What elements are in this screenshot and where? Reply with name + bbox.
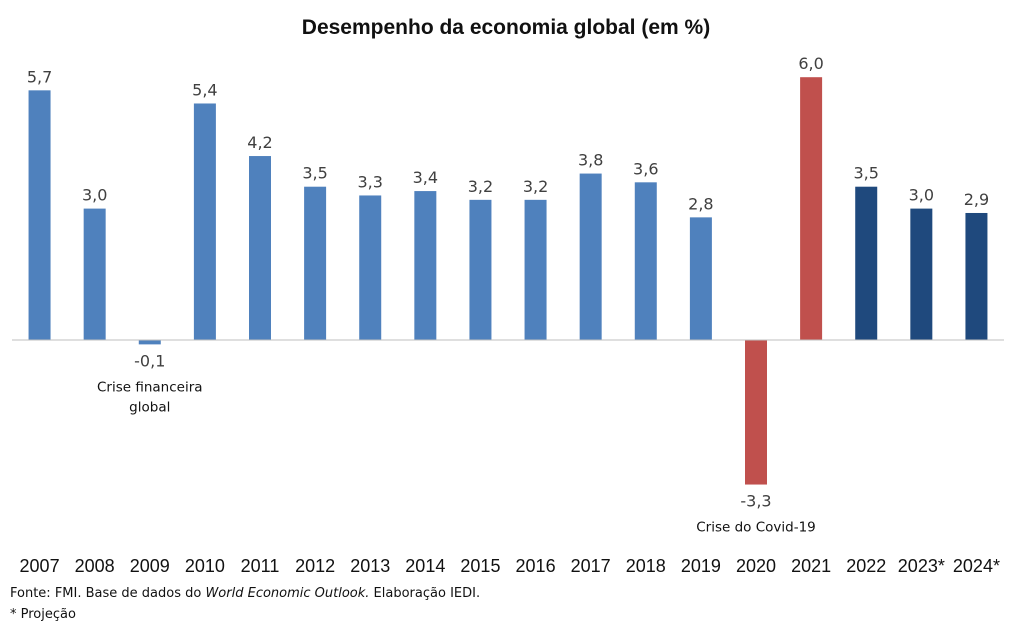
source-prefix: Fonte: FMI. Base de dados do — [10, 586, 206, 601]
bar-2014 — [414, 191, 437, 340]
value-label-2013: 3,3 — [357, 172, 382, 191]
value-label-2007: 5,7 — [27, 67, 52, 86]
tick-label-2011: 2011 — [241, 556, 280, 576]
bar-2008 — [83, 208, 106, 340]
tick-label-2009: 2009 — [130, 556, 170, 576]
source-italic: World Economic Outlook. — [205, 586, 370, 601]
tick-label-2021: 2021 — [791, 556, 831, 576]
bar-2010 — [193, 103, 216, 340]
value-label-2012: 3,5 — [302, 164, 327, 183]
bar-2013 — [359, 195, 382, 340]
bar-2009 — [138, 340, 161, 345]
value-label-2011: 4,2 — [247, 133, 272, 152]
tick-label-2019: 2019 — [681, 556, 721, 576]
annotation-2020-line-0: Crise do Covid-19 — [696, 520, 816, 536]
tick-label-2016: 2016 — [516, 556, 556, 576]
bar-2012 — [304, 186, 327, 340]
tick-label-2023-proj: 2023* — [898, 556, 945, 576]
bar-2018 — [634, 182, 657, 340]
bar-2011 — [249, 156, 271, 340]
bar-2021 — [800, 77, 823, 340]
tick-label-2013: 2013 — [350, 556, 390, 576]
value-label-2014: 3,4 — [413, 168, 438, 187]
bar-2017 — [579, 173, 602, 340]
value-label-2017: 3,8 — [578, 151, 603, 170]
tick-label-2017: 2017 — [571, 556, 611, 576]
tick-label-2015: 2015 — [460, 556, 500, 576]
tick-label-2007: 2007 — [20, 556, 60, 576]
value-label-2016: 3,2 — [523, 177, 548, 196]
value-label-2018: 3,6 — [633, 159, 658, 178]
value-label-2023-proj: 3,0 — [909, 186, 934, 205]
value-label-2020: -3,3 — [740, 492, 771, 511]
tick-label-2008: 2008 — [75, 556, 115, 576]
bar-2024-proj — [965, 212, 988, 340]
annotation-2009-line-0: Crise financeira — [97, 379, 203, 395]
value-label-2024-proj: 2,9 — [964, 190, 989, 209]
tick-label-2010: 2010 — [185, 556, 225, 576]
tick-label-2020: 2020 — [736, 556, 776, 576]
value-label-2009: -0,1 — [134, 351, 165, 370]
value-label-2022: 3,5 — [853, 164, 878, 183]
tick-label-2022: 2022 — [846, 556, 886, 576]
value-label-2008: 3,0 — [82, 186, 107, 205]
bar-2019 — [689, 217, 712, 340]
source-suffix: Elaboração IEDI. — [369, 586, 481, 601]
value-label-2021: 6,0 — [798, 54, 823, 73]
bar-2022 — [855, 186, 878, 340]
tick-label-2018: 2018 — [626, 556, 666, 576]
bar-2015 — [469, 199, 492, 340]
bar-2016 — [524, 199, 547, 340]
value-label-2010: 5,4 — [192, 80, 217, 99]
value-label-2015: 3,2 — [468, 177, 493, 196]
tick-label-2014: 2014 — [405, 556, 445, 576]
bar-2007 — [28, 90, 51, 340]
bar-2023-proj — [910, 208, 933, 340]
projection-note: * Projeção — [10, 607, 76, 622]
tick-label-2024-proj: 2024* — [953, 556, 1000, 576]
chart-title: Desempenho da economia global (em %) — [302, 16, 710, 39]
tick-label-2012: 2012 — [295, 556, 335, 576]
annotation-2009-line-1: global — [129, 399, 170, 415]
bar-2020 — [745, 340, 767, 485]
source-footnote: Fonte: FMI. Base de dados do World Econo… — [10, 586, 480, 601]
value-label-2019: 2,8 — [688, 194, 713, 213]
